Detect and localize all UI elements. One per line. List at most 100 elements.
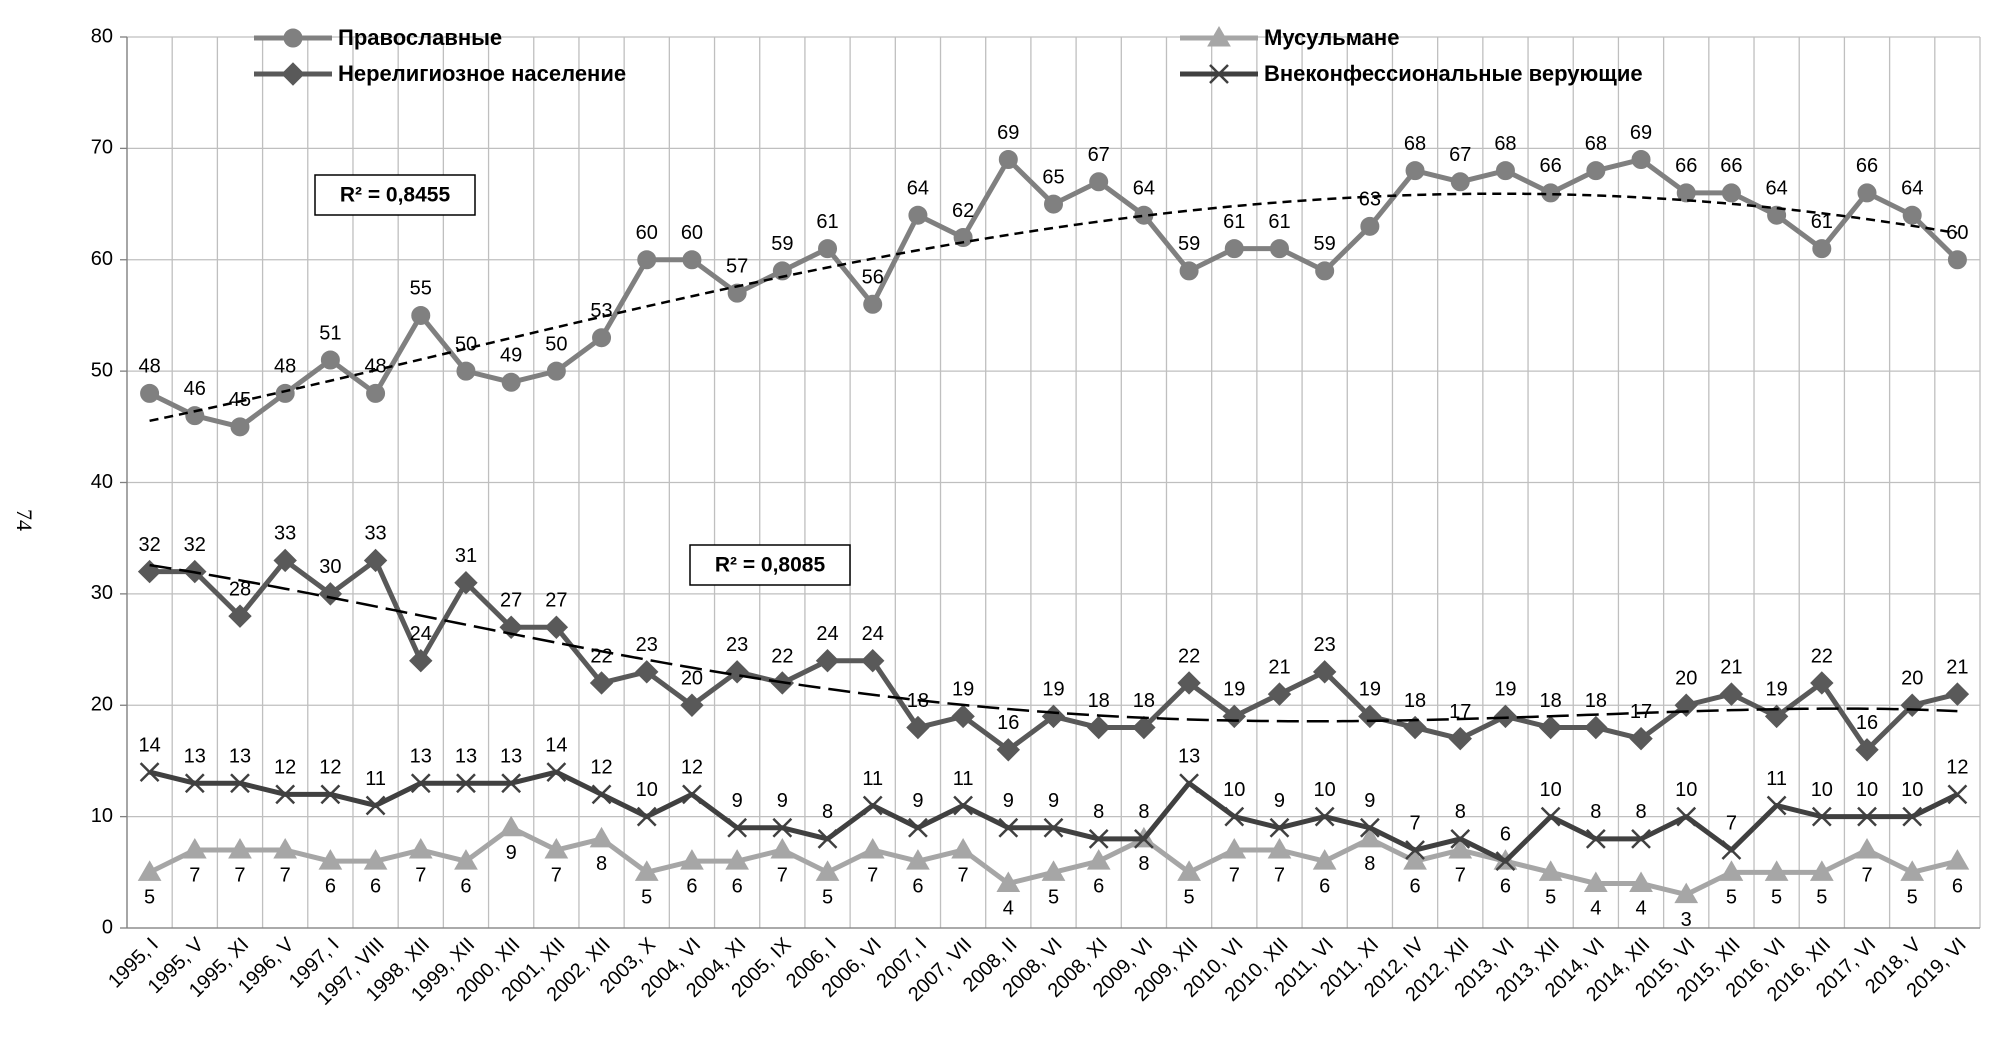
marker [273,838,298,859]
marker [1857,183,1877,203]
marker [1812,239,1832,259]
data-label: 64 [907,177,929,199]
marker [1945,849,1970,870]
data-label: 67 [1449,144,1471,166]
marker [546,762,567,782]
data-label: 5 [1184,887,1195,909]
marker [1721,840,1742,860]
data-label: 9 [777,790,788,812]
data-label: 14 [138,734,160,756]
marker [1314,806,1335,827]
data-label: 5 [1771,887,1782,909]
marker [1674,882,1699,904]
data-label: 23 [726,634,748,656]
y-tick-label: 40 [91,471,113,493]
data-label: 22 [1178,645,1200,667]
marker [499,815,524,837]
data-label: 19 [1494,679,1516,701]
data-label: 17 [1449,701,1471,723]
marker [273,548,297,573]
data-label: 8 [1635,801,1646,823]
marker [1405,161,1425,181]
data-label: 49 [500,345,522,367]
marker [860,838,885,859]
marker [589,826,614,848]
data-label: 24 [410,623,432,645]
data-label: 4 [1003,898,1014,920]
marker [1811,806,1832,827]
marker [1267,838,1292,859]
marker [544,615,569,639]
data-label: 7 [280,864,291,886]
marker [184,773,205,794]
data-label: 64 [1901,177,1923,199]
data-label: 12 [274,757,296,779]
y-tick-label: 0 [102,916,113,938]
data-label: 51 [319,322,341,344]
data-label: 14 [545,734,567,756]
y-tick-label: 80 [91,25,113,47]
marker [1222,704,1246,729]
data-label: 7 [1861,864,1872,886]
data-label: 7 [1229,864,1240,886]
data-label: 19 [1765,679,1787,701]
marker [501,372,521,392]
marker [1089,172,1109,192]
y-tick-label: 10 [91,805,113,827]
data-label: 19 [952,679,974,701]
marker [682,784,702,805]
data-label: 7 [777,864,788,886]
marker [1629,871,1653,892]
marker [1044,194,1063,214]
data-label: 4 [1590,898,1601,920]
data-label: 66 [1856,155,1878,177]
marker [1450,829,1471,849]
marker [1041,860,1066,881]
data-label: 10 [1811,779,1833,801]
data-label: 68 [1494,133,1516,155]
data-label: 55 [410,278,432,300]
data-label: 11 [953,768,974,790]
marker [772,817,793,838]
marker [363,548,388,573]
legend-label: Мусульмане [1264,25,1399,50]
data-label: 18 [1133,690,1155,712]
data-label: 7 [1726,812,1737,834]
marker [318,849,343,870]
marker [1495,851,1516,872]
data-label: 50 [455,333,477,355]
data-label: 57 [726,255,748,277]
data-label: 9 [506,842,517,864]
marker [1631,150,1651,170]
data-label: 6 [460,875,471,897]
data-label: 20 [1675,668,1697,690]
marker [1945,682,1970,706]
data-label: 66 [1675,155,1697,177]
marker [861,648,885,673]
data-label: 5 [822,887,833,909]
marker [137,860,162,881]
marker [1312,849,1337,870]
marker [275,784,296,805]
data-label: 19 [1359,679,1381,701]
marker [1315,261,1335,281]
marker [363,849,388,870]
data-label: 5 [1048,887,1059,909]
data-label: 68 [1404,133,1426,155]
data-label: 64 [1133,177,1155,199]
data-label: 48 [138,356,160,378]
data-label: 10 [1901,779,1923,801]
data-label: 10 [636,779,658,801]
marker [1584,715,1608,740]
data-label: 48 [364,356,386,378]
data-label: 6 [912,875,923,897]
marker [1855,738,1879,762]
series: 14 13 13 12 12 11 13 13 13 14 12 10 12 9 9 8 11 9 11 9 9 8 8 13… [138,734,1969,872]
marker [1222,838,1247,859]
marker [1177,671,1201,695]
data-label: 22 [771,645,793,667]
data-label: 10 [1856,779,1878,801]
marker [454,571,478,595]
data-label: 8 [596,853,607,875]
